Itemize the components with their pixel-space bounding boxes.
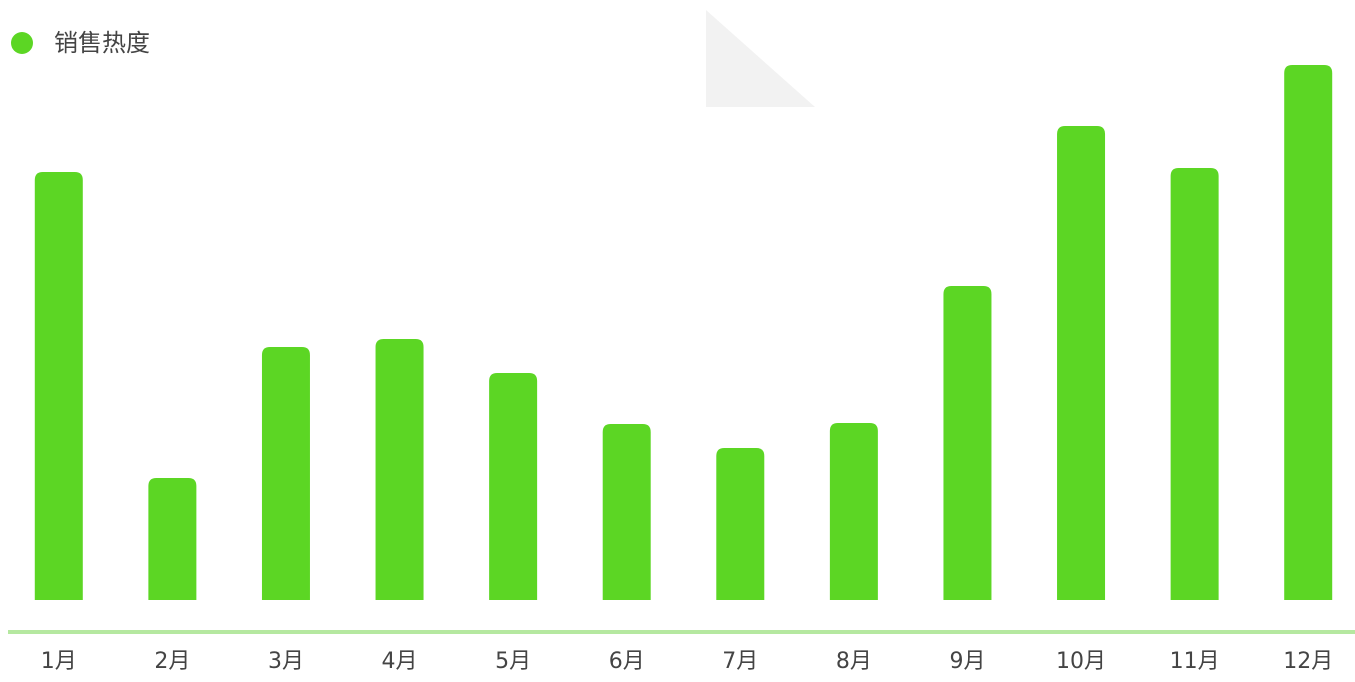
bar <box>489 373 538 600</box>
x-tick-label: 4月 <box>382 649 418 674</box>
bar <box>602 424 651 600</box>
legend-marker <box>11 32 33 54</box>
bar <box>148 478 197 600</box>
x-tick-label: 10月 <box>1056 649 1106 674</box>
bar <box>375 339 424 600</box>
bar <box>943 286 992 600</box>
bar <box>716 448 765 600</box>
x-tick-label: 7月 <box>722 649 758 674</box>
bar <box>829 423 878 600</box>
bar <box>34 172 83 600</box>
x-tick-label: 11月 <box>1170 649 1220 674</box>
legend-label: 销售热度 <box>54 29 150 57</box>
x-tick-label: 12月 <box>1283 649 1333 674</box>
x-tick-label: 2月 <box>154 649 190 674</box>
x-tick-label: 8月 <box>836 649 872 674</box>
x-tick-label: 9月 <box>949 649 985 674</box>
bar <box>1057 126 1106 600</box>
x-tick-label: 6月 <box>609 649 645 674</box>
bar <box>1170 168 1219 600</box>
x-tick-label: 5月 <box>495 649 531 674</box>
x-tick-label: 3月 <box>268 649 304 674</box>
bar <box>1284 65 1333 600</box>
x-axis-line <box>8 630 1355 634</box>
watermark-shape <box>706 10 815 107</box>
x-tick-label: 1月 <box>41 649 77 674</box>
bar <box>261 347 310 600</box>
